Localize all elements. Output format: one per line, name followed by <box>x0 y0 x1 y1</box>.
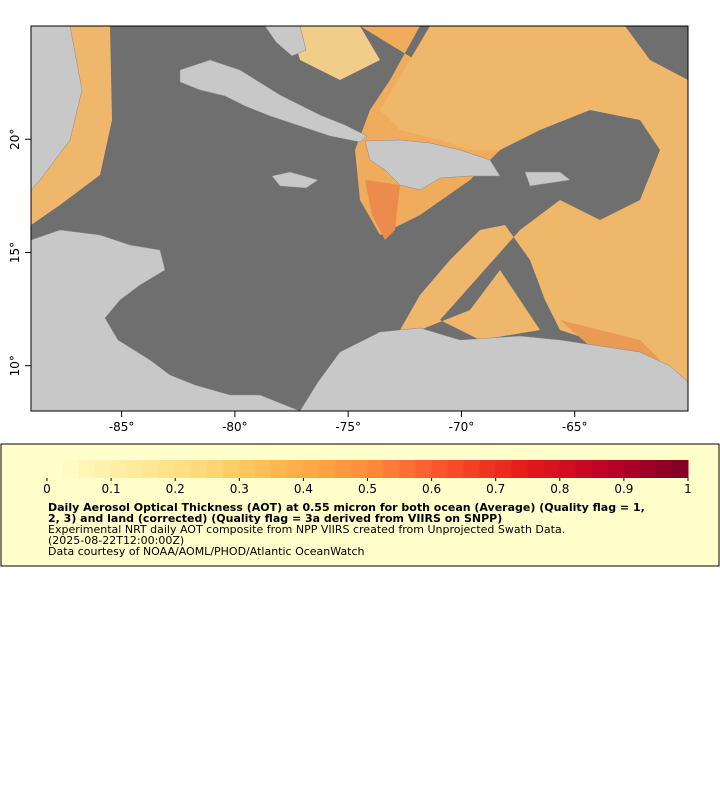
legend-line: Data courtesy of NOAA/AOML/PHOD/Atlantic… <box>48 545 365 558</box>
x-tick-label: -75° <box>335 420 361 434</box>
colorbar-tick-label: 1 <box>684 482 692 496</box>
colorbar-swatch <box>399 460 417 478</box>
colorbar-tick-label: 0.2 <box>166 482 185 496</box>
colorbar-tick-label: 0.1 <box>102 482 121 496</box>
land-area <box>364 139 501 191</box>
legend-line: (2025-08-22T12:00:00Z) <box>48 534 184 547</box>
colorbar-tick-label: 0.5 <box>358 482 377 496</box>
colorbar-swatch <box>239 460 256 478</box>
y-tick-label: 10° <box>8 355 22 376</box>
colorbar: 0 0.1 0.2 0.3 0.4 0.5 0.6 0.7 0.8 0.9 1 <box>43 460 692 496</box>
aerosol-area <box>290 26 380 80</box>
legend-line: Experimental NRT daily AOT composite fro… <box>48 523 565 536</box>
colorbar-swatch <box>511 460 529 478</box>
colorbar-tick-label: 0.8 <box>550 482 569 496</box>
colorbar-swatch <box>591 460 609 478</box>
colorbar-tick-label: 0 <box>43 482 51 496</box>
colorbar-swatch <box>95 460 112 478</box>
colorbar-swatch <box>111 460 128 478</box>
colorbar-swatch <box>127 460 144 478</box>
colorbar-swatch <box>319 460 336 478</box>
land-area <box>271 171 319 189</box>
colorbar-swatch <box>143 460 160 478</box>
colorbar-swatch <box>607 460 625 478</box>
colorbar-swatch <box>351 460 368 478</box>
x-tick-label: -65° <box>562 420 588 434</box>
axes: -85° -80° -75° -70° -65° 10° 15° 20° <box>8 129 588 434</box>
colorbar-swatch <box>431 460 449 478</box>
colorbar-swatch <box>79 460 96 478</box>
land-area <box>30 229 301 412</box>
colorbar-swatch <box>575 460 593 478</box>
colorbar-swatch <box>623 460 641 478</box>
land-area <box>179 59 368 143</box>
colorbar-swatch <box>655 460 673 478</box>
colorbar-swatch <box>447 460 465 478</box>
colorbar-swatch <box>383 460 401 478</box>
x-tick-label: -85° <box>109 420 135 434</box>
colorbar-swatch <box>223 460 240 478</box>
colorbar-tick-label: 0.4 <box>294 482 313 496</box>
legend-title: Daily Aerosol Optical Thickness (AOT) at… <box>48 501 645 514</box>
colorbar-swatch <box>367 460 385 478</box>
x-tick-label: -80° <box>222 420 248 434</box>
colorbar-swatch <box>159 460 176 478</box>
legend-text: Daily Aerosol Optical Thickness (AOT) at… <box>48 501 645 558</box>
y-tick-label: 15° <box>8 242 22 263</box>
aerosol-area <box>380 26 688 400</box>
map-frame <box>30 25 689 412</box>
colorbar-swatch <box>47 460 64 478</box>
colorbar-tick-label: 0.6 <box>422 482 441 496</box>
colorbar-swatch <box>255 460 272 478</box>
colorbar-swatch <box>479 460 497 478</box>
aerosol-area <box>365 180 400 240</box>
legend-title: 2, 3) and land (corrected) (Quality flag… <box>48 512 502 525</box>
aerosol-area <box>560 320 660 360</box>
colorbar-swatch <box>543 460 561 478</box>
map <box>30 25 689 412</box>
x-tick-label: -70° <box>449 420 475 434</box>
land-area <box>299 327 689 412</box>
colorbar-swatch <box>175 460 192 478</box>
colorbar-swatch <box>671 460 689 478</box>
colorbar-tick-label: 0.3 <box>230 482 249 496</box>
colorbar-swatch <box>527 460 545 478</box>
colorbar-swatch <box>63 460 80 478</box>
colorbar-swatch <box>335 460 352 478</box>
land-area <box>524 171 571 187</box>
colorbar-swatch <box>207 460 224 478</box>
land <box>30 25 689 412</box>
y-tick-label: 20° <box>8 129 22 150</box>
colorbar-swatch <box>639 460 657 478</box>
colorbar-swatch <box>495 460 513 478</box>
colorbar-swatch <box>191 460 208 478</box>
colorbar-swatch <box>271 460 288 478</box>
colorbar-swatch <box>559 460 577 478</box>
colorbar-swatch <box>303 460 320 478</box>
colorbar-tick-label: 0.7 <box>486 482 505 496</box>
colorbar-tick-label: 0.9 <box>614 482 633 496</box>
colorbar-swatch <box>463 460 481 478</box>
colorbar-swatch <box>287 460 304 478</box>
colorbar-swatch <box>415 460 433 478</box>
